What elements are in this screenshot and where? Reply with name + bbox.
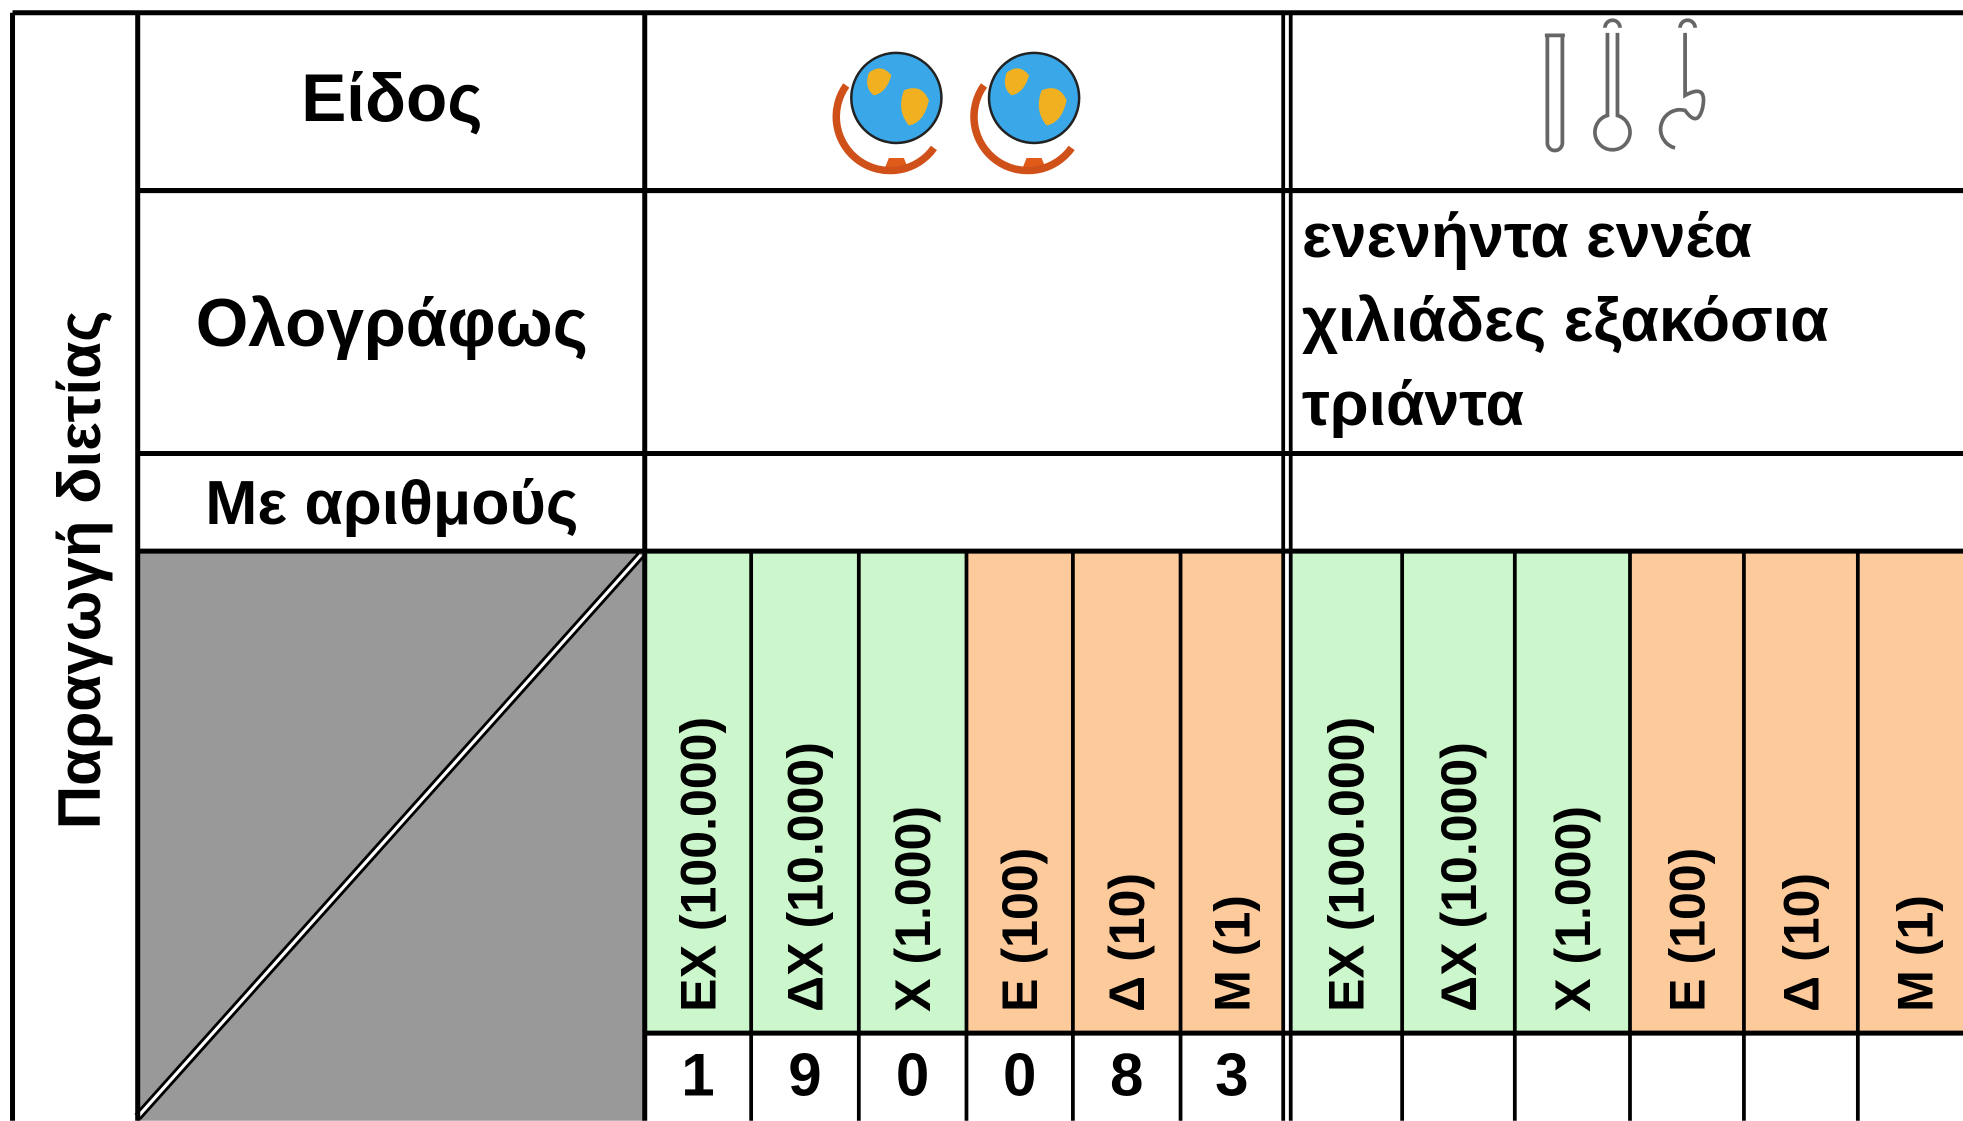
place-value-header: ΔΧ (10.000) xyxy=(1431,742,1487,1012)
place-value-cell xyxy=(751,551,859,1034)
row-label: Με αριθμούς xyxy=(205,468,578,538)
lab-icons xyxy=(1544,18,1706,153)
written-number: ενενήντα εννέα xyxy=(1302,201,1752,271)
side-label: Παραγωγή διετίας xyxy=(46,311,113,830)
place-value-header: Χ (1.000) xyxy=(1545,806,1601,1012)
place-value-header: Δ (10) xyxy=(1099,873,1155,1012)
digit: 8 xyxy=(1110,1041,1143,1108)
place-value-cell xyxy=(644,551,752,1034)
digit: 3 xyxy=(1215,1041,1248,1108)
place-value-header: Μ (1) xyxy=(1204,895,1260,1012)
row-label: Είδος xyxy=(301,61,482,136)
written-number: τριάντα xyxy=(1302,369,1524,439)
place-value-cell xyxy=(1514,551,1630,1034)
row-label: Ολογράφως xyxy=(196,286,588,361)
place-value-cell xyxy=(1857,551,1963,1034)
place-value-header: Χ (1.000) xyxy=(885,806,941,1012)
place-value-cell xyxy=(1180,551,1284,1034)
place-value-cell xyxy=(1629,551,1744,1034)
place-value-header: Δ (10) xyxy=(1773,873,1829,1012)
digit: 0 xyxy=(1003,1041,1036,1108)
place-value-header: Ε (100) xyxy=(992,848,1048,1012)
place-value-header: Μ (1) xyxy=(1887,895,1943,1012)
place-value-cell xyxy=(1289,551,1403,1034)
place-value-header: ΕΧ (100.000) xyxy=(670,717,726,1012)
place-value-cell xyxy=(966,551,1073,1034)
written-number: χιλιάδες εξακόσια xyxy=(1302,285,1829,355)
place-value-header: ΔΧ (10.000) xyxy=(778,742,834,1012)
diagonal-inner xyxy=(136,553,643,1119)
place-value-cell xyxy=(1072,551,1181,1034)
place-value-cell xyxy=(1743,551,1858,1034)
place-value-header: ΕΧ (100.000) xyxy=(1318,717,1374,1012)
digit: 1 xyxy=(681,1041,714,1108)
place-value-cell xyxy=(858,551,967,1034)
place-value-header: Ε (100) xyxy=(1659,848,1715,1012)
digit: 9 xyxy=(788,1041,821,1108)
place-value-cell xyxy=(1402,551,1515,1034)
globe-icons xyxy=(832,51,1081,175)
digit: 0 xyxy=(896,1041,929,1108)
